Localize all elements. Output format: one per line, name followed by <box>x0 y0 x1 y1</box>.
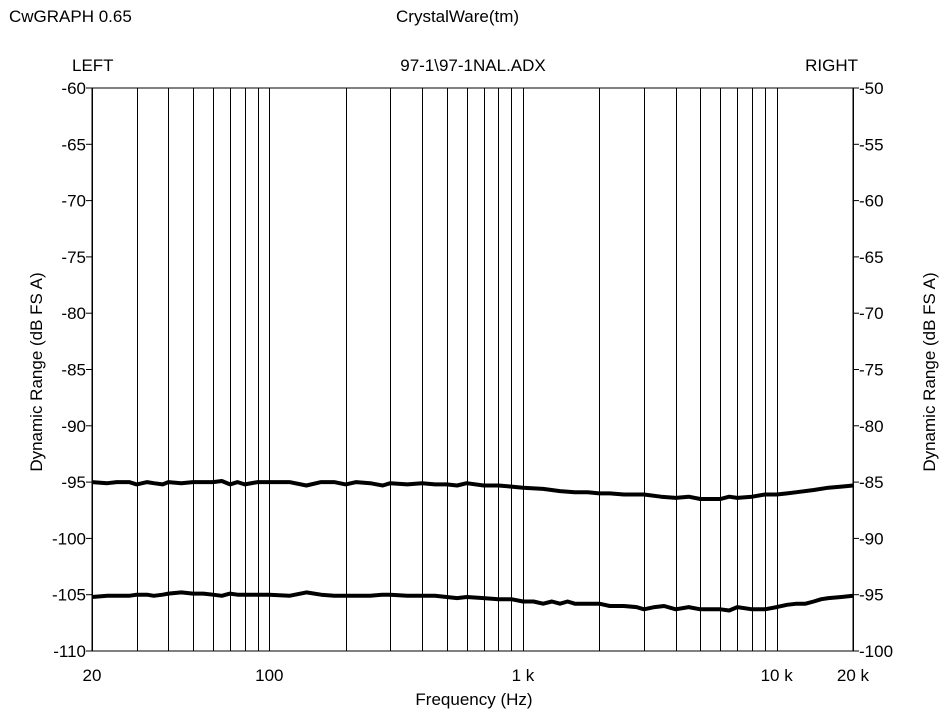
app-title: CwGRAPH 0.65 <box>9 7 132 26</box>
left-channel-label: LEFT <box>72 56 114 75</box>
y-tick-label-left-8: -100 <box>52 529 86 548</box>
y-tick-label-right-3: -65 <box>859 248 884 267</box>
x-tick-label-0: 20 <box>83 666 102 685</box>
y-tick-label-right-10: -100 <box>859 642 893 661</box>
series-line-0 <box>91 479 854 501</box>
y-tick-marks <box>86 87 859 652</box>
y-tick-label-right-2: -60 <box>859 192 884 211</box>
x-tick-label-4: 20 k <box>837 666 870 685</box>
y-tick-label-left-6: -90 <box>61 417 86 436</box>
y-tick-label-right-6: -80 <box>859 417 884 436</box>
y-tick-label-left-7: -95 <box>61 473 86 492</box>
y-tick-label-right-8: -90 <box>859 529 884 548</box>
y-axis-label-left: Dynamic Range (dB FS A) <box>27 272 46 471</box>
chart-title: 97-1\97-1NAL.ADX <box>400 56 546 75</box>
y-tick-label-right-9: -95 <box>859 586 884 605</box>
y-tick-label-left-5: -85 <box>61 361 86 380</box>
vendor-label: CrystalWare(tm) <box>396 7 520 26</box>
y-tick-label-left-4: -80 <box>61 304 86 323</box>
y-tick-label-right-1: -55 <box>859 135 884 154</box>
series-line-1 <box>91 590 854 613</box>
x-tick-label-1: 100 <box>255 666 283 685</box>
y-tick-label-left-9: -105 <box>52 586 86 605</box>
y-tick-label-right-0: -50 <box>859 79 884 98</box>
y-tick-label-left-0: -60 <box>61 79 86 98</box>
y-tick-label-left-10: -110 <box>53 642 86 661</box>
y-tick-label-left-3: -75 <box>61 248 86 267</box>
series-layer <box>91 479 854 613</box>
x-tick-label-2: 1 k <box>512 666 535 685</box>
x-axis-label: Frequency (Hz) <box>415 690 532 709</box>
y-tick-label-right-7: -85 <box>859 473 884 492</box>
y-axis-label-right: Dynamic Range (dB FS A) <box>920 272 939 471</box>
tick-labels: -60 -65 -70 -75 -80 -85 -90 -95 -100 -105 -110 -50 -… <box>52 79 893 685</box>
y-tick-label-right-4: -70 <box>859 304 884 323</box>
grid-lines <box>92 88 854 651</box>
y-tick-label-left-1: -65 <box>61 135 86 154</box>
x-tick-label-3: 10 k <box>761 666 794 685</box>
y-tick-label-right-5: -75 <box>859 361 884 380</box>
right-channel-label: RIGHT <box>805 56 858 75</box>
y-tick-label-left-2: -70 <box>61 192 86 211</box>
plot-frame <box>91 87 854 652</box>
